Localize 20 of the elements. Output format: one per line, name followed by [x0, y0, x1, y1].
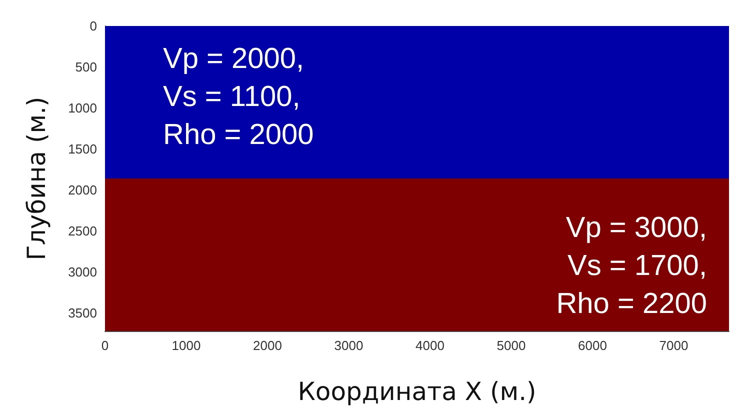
x-tick-label: 4000 — [416, 338, 444, 353]
x-tick-label: 7000 — [659, 338, 688, 353]
x-tick-label: 6000 — [578, 338, 607, 353]
y-tick-label: 3500 — [68, 305, 97, 320]
x-tick-label: 2000 — [253, 338, 282, 353]
x-tick-label: 1000 — [172, 338, 201, 353]
y-tick-label: 1500 — [68, 141, 97, 156]
y-tick-label: 0 — [90, 18, 97, 34]
band-label: Vp = 3000, Vs = 1700, Rho = 2200 — [556, 212, 707, 320]
y-tick-label: 500 — [75, 59, 97, 74]
x-axis-title: Координата X (м.) — [298, 377, 536, 406]
y-tick-label: 2500 — [68, 223, 97, 238]
y-tick-label: 3000 — [68, 264, 97, 280]
y-tick-label: 2000 — [68, 182, 97, 198]
y-tick-label: 1000 — [68, 100, 97, 116]
band-label: Vp = 2000, Vs = 1100, Rho = 2000 — [163, 43, 314, 151]
x-tick-label: 5000 — [496, 338, 526, 353]
y-axis-title: Глубина (м.) — [22, 96, 51, 260]
x-tick-label: 3000 — [334, 338, 364, 353]
x-tick-label: 0 — [101, 338, 109, 353]
